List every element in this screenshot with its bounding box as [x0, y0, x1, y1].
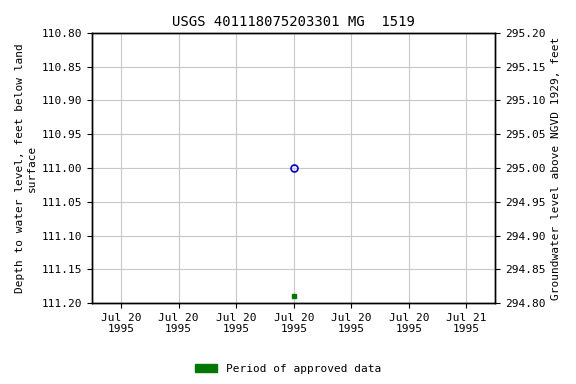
Y-axis label: Groundwater level above NGVD 1929, feet: Groundwater level above NGVD 1929, feet: [551, 36, 561, 300]
Legend: Period of approved data: Period of approved data: [191, 359, 385, 379]
Y-axis label: Depth to water level, feet below land
surface: Depth to water level, feet below land su…: [15, 43, 37, 293]
Title: USGS 401118075203301 MG  1519: USGS 401118075203301 MG 1519: [172, 15, 415, 29]
